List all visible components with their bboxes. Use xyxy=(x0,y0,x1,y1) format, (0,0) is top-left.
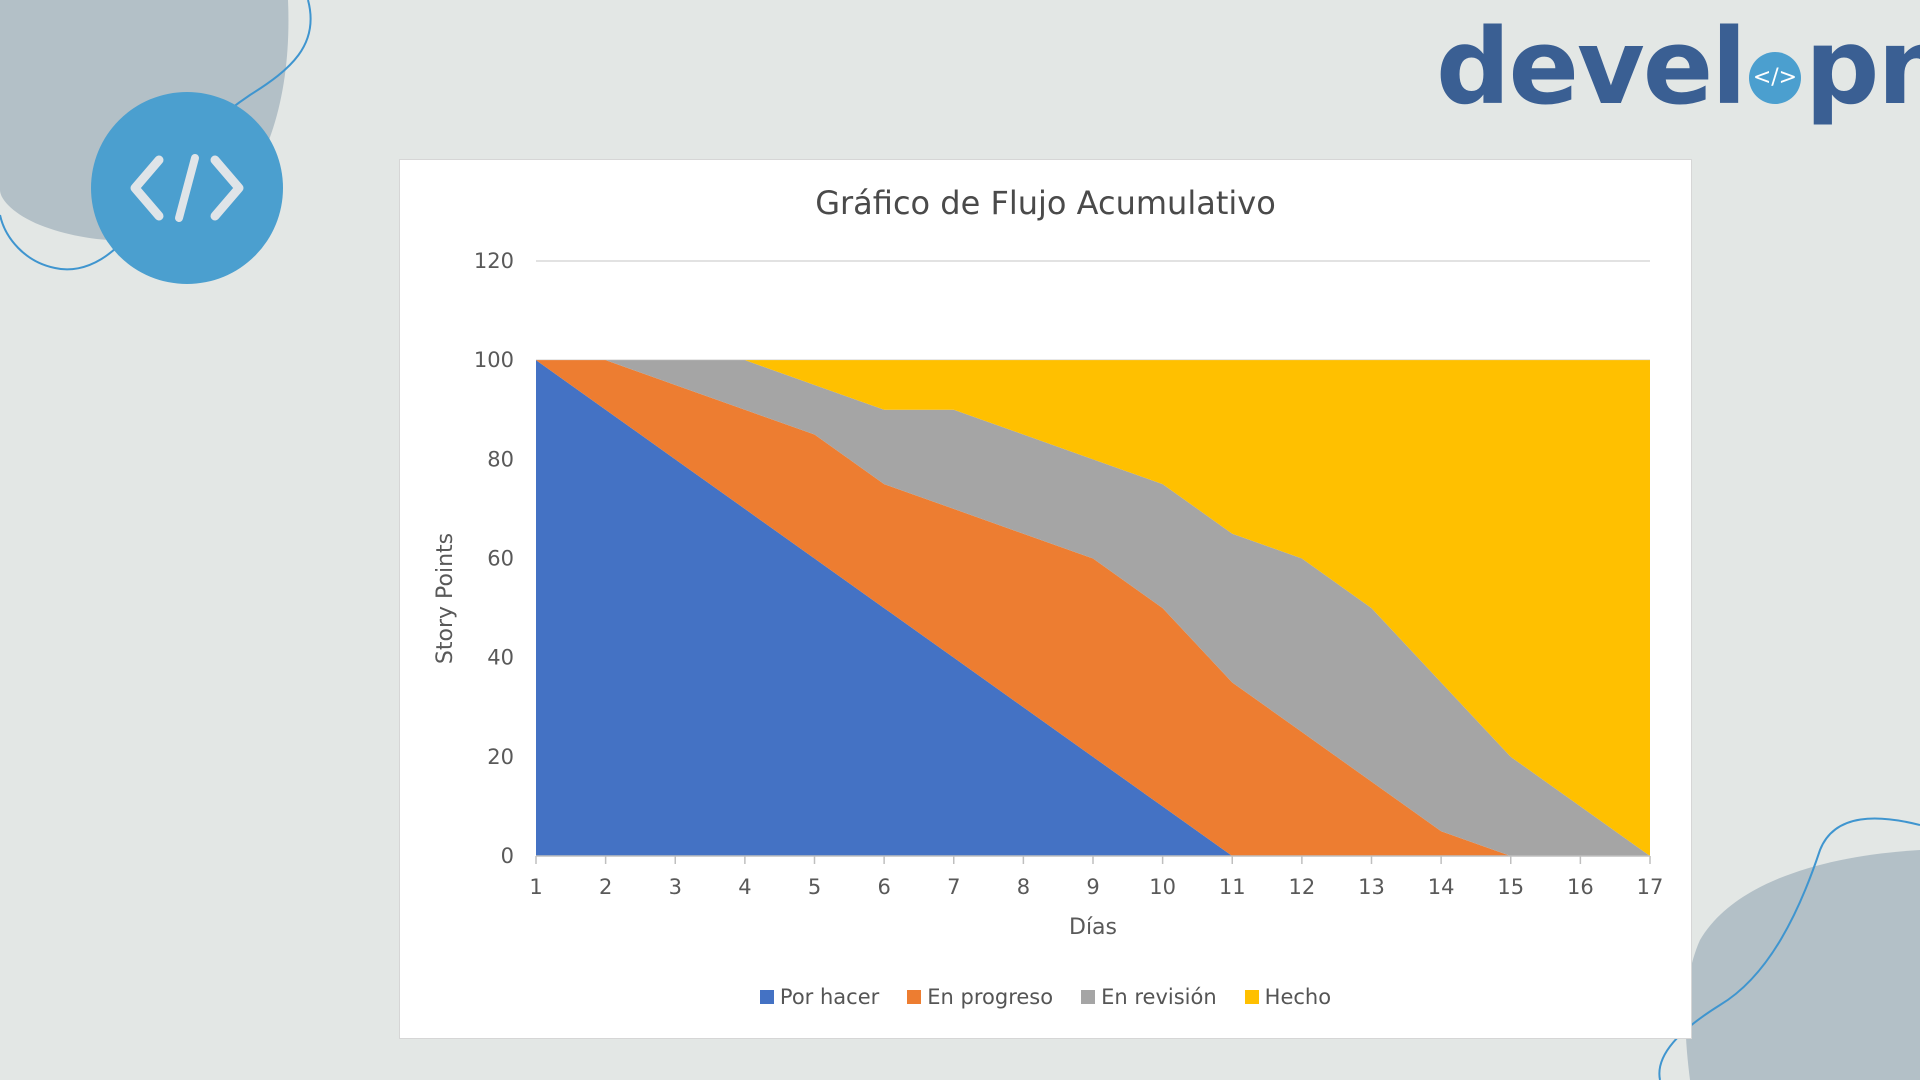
y-tick-label: 0 xyxy=(501,844,514,868)
x-tick-label: 7 xyxy=(947,875,960,899)
cumulative-flow-chart: 1 2 3 4 5 6 7 8 9 10 11 12 13 14 15 16 17020406080100120… xyxy=(433,249,1664,940)
legend-item: En progreso xyxy=(907,985,1053,1009)
x-tick-label: 11 xyxy=(1219,875,1246,899)
legend-label: Por hacer xyxy=(779,985,880,1009)
y-tick-label: 120 xyxy=(474,249,514,273)
x-tick-label: 14 xyxy=(1428,875,1455,899)
legend-swatch xyxy=(1244,990,1259,1004)
x-tick-label: 16 xyxy=(1567,875,1594,899)
y-tick-label: 40 xyxy=(487,646,514,670)
x-tick-label: 9 xyxy=(1086,875,1099,899)
y-tick-label: 80 xyxy=(487,447,514,471)
x-tick-label: 10 xyxy=(1149,875,1176,899)
x-axis-title: Días xyxy=(1069,915,1117,940)
x-tick-label: 5 xyxy=(808,875,821,899)
legend-item: Por hacer xyxy=(759,985,880,1009)
area-en-revision xyxy=(536,360,1650,856)
logo-text-start: devel xyxy=(1436,6,1747,128)
bottom-right-blob xyxy=(1685,850,1920,1080)
y-tick-label: 100 xyxy=(474,348,514,372)
x-tick-label: 15 xyxy=(1497,875,1524,899)
area-en-progreso xyxy=(536,360,1650,856)
code-badge xyxy=(91,92,283,284)
x-tick-label: 6 xyxy=(877,875,890,899)
y-tick-label: 20 xyxy=(487,745,514,769)
y-axis-title: Story Points xyxy=(433,533,458,664)
x-tick-label: 13 xyxy=(1358,875,1385,899)
x-tick-label: 4 xyxy=(738,875,751,899)
legend-item: Hecho xyxy=(1244,985,1332,1009)
x-tick-label: 2 xyxy=(599,875,612,899)
chart-legend: Por hacer En progreso En revisión Hecho xyxy=(400,985,1691,1009)
y-tick-label: 60 xyxy=(487,547,514,571)
logo-code-icon: </> xyxy=(1748,52,1801,104)
x-tick-label: 12 xyxy=(1289,875,1316,899)
legend-label: En progreso xyxy=(927,985,1054,1009)
brand-logo: devel </> pn xyxy=(1436,6,1920,128)
legend-swatch xyxy=(1081,990,1096,1004)
code-brackets-icon xyxy=(130,154,244,222)
legend-swatch xyxy=(759,990,774,1004)
x-tick-label: 3 xyxy=(669,875,682,899)
chart-card: Gráfico de Flujo Acumulativo 1 2 3 4 5 6 7 8 9 10… xyxy=(399,159,1692,1039)
chart-title: Gráfico de Flujo Acumulativo xyxy=(815,184,1276,222)
logo-text-end: pn xyxy=(1804,6,1920,128)
x-tick-label: 1 xyxy=(529,875,542,899)
legend-item: En revisión xyxy=(1081,985,1217,1009)
legend-label: Hecho xyxy=(1264,985,1332,1009)
area-hecho xyxy=(536,360,1650,856)
x-tick-label: 8 xyxy=(1017,875,1030,899)
x-tick-label: 17 xyxy=(1637,875,1664,899)
legend-label: En revisión xyxy=(1101,985,1217,1009)
legend-swatch xyxy=(907,990,922,1004)
area-por-hacer xyxy=(536,360,1650,856)
